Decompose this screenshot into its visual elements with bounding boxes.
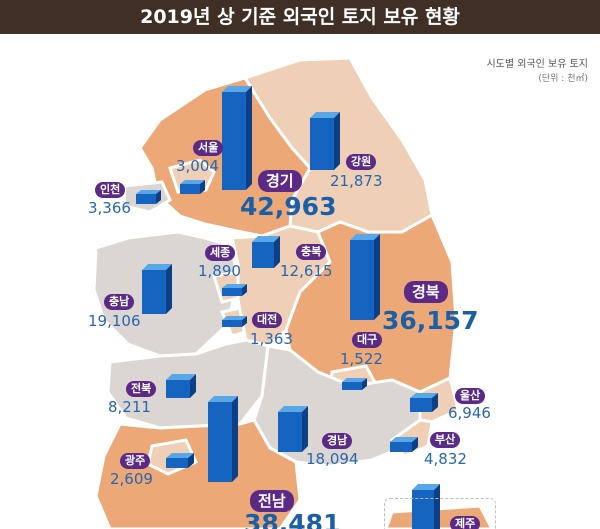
label-gyeongnam: 경남	[322, 433, 353, 449]
value-daejeon: 1,363	[250, 330, 293, 348]
value-ulsan: 6,946	[448, 404, 491, 422]
label-chungnam: 충남	[104, 294, 135, 310]
label-ulsan: 울산	[455, 388, 486, 404]
label-incheon: 인천	[95, 182, 126, 198]
value-incheon: 3,366	[88, 199, 131, 217]
label-chungbuk: 충북	[296, 244, 327, 260]
value-gyeongnam: 18,094	[306, 450, 359, 468]
bar-sejong	[222, 284, 247, 296]
label-gangwon: 강원	[346, 154, 377, 170]
label-gwangju: 광주	[120, 453, 151, 469]
bar-gwangju	[166, 453, 194, 468]
label-seoul: 서울	[193, 140, 224, 156]
value-jeonnam: 38,481	[244, 509, 341, 529]
label-jeonnam: 전남	[250, 490, 294, 512]
bar-jeonnam	[208, 396, 238, 482]
label-daegu: 대구	[352, 332, 383, 348]
label-jeonbuk: 전북	[126, 381, 157, 397]
bar-jeonbuk	[166, 374, 196, 398]
bar-gyeonggi	[222, 86, 252, 190]
korea-map	[92, 56, 494, 529]
bar-gyeongnam	[278, 406, 308, 452]
bar-ulsan	[410, 393, 438, 412]
region-jeonnam	[94, 418, 302, 529]
bar-chungbuk	[252, 236, 280, 268]
value-gangwon: 21,873	[330, 172, 383, 190]
label-daejeon: 대전	[252, 312, 283, 328]
legend-unit: (단위 : 천㎡)	[538, 74, 588, 84]
bar-incheon	[136, 190, 161, 204]
label-jeju: 제주	[450, 516, 481, 529]
value-jeonbuk: 8,211	[108, 398, 151, 416]
bar-jeju	[412, 484, 440, 529]
value-gyeonggi: 42,963	[240, 192, 337, 221]
value-busan: 4,832	[424, 450, 467, 468]
jeju-inset	[384, 498, 496, 529]
value-gwangju: 2,609	[110, 470, 153, 488]
value-daegu: 1,522	[340, 350, 383, 368]
value-sejong: 1,890	[198, 262, 241, 280]
label-gyeongbuk: 경북	[404, 281, 448, 303]
label-sejong: 세종	[205, 245, 236, 261]
value-seoul: 3,004	[176, 157, 219, 175]
label-gyeonggi: 경기	[258, 170, 302, 192]
bar-chungnam	[142, 264, 172, 314]
page-title: 2019년 상 기준 외국인 토지 보유 현황	[0, 0, 600, 34]
bar-busan	[390, 437, 418, 452]
bar-daegu	[342, 378, 367, 390]
legend-title: 시도별 외국인 보유 토지	[486, 59, 588, 70]
value-gyeongbuk: 36,157	[382, 306, 479, 335]
bar-gangwon	[310, 112, 340, 170]
value-chungbuk: 12,615	[280, 262, 333, 280]
value-chungnam: 19,106	[88, 312, 141, 330]
label-busan: 부산	[430, 432, 461, 448]
legend: 시도별 외국인 보유 토지 (단위 : 천㎡)	[486, 58, 588, 86]
bar-seoul	[180, 180, 205, 194]
bar-gyeongbuk	[350, 234, 380, 320]
bar-daejeon	[222, 316, 247, 327]
